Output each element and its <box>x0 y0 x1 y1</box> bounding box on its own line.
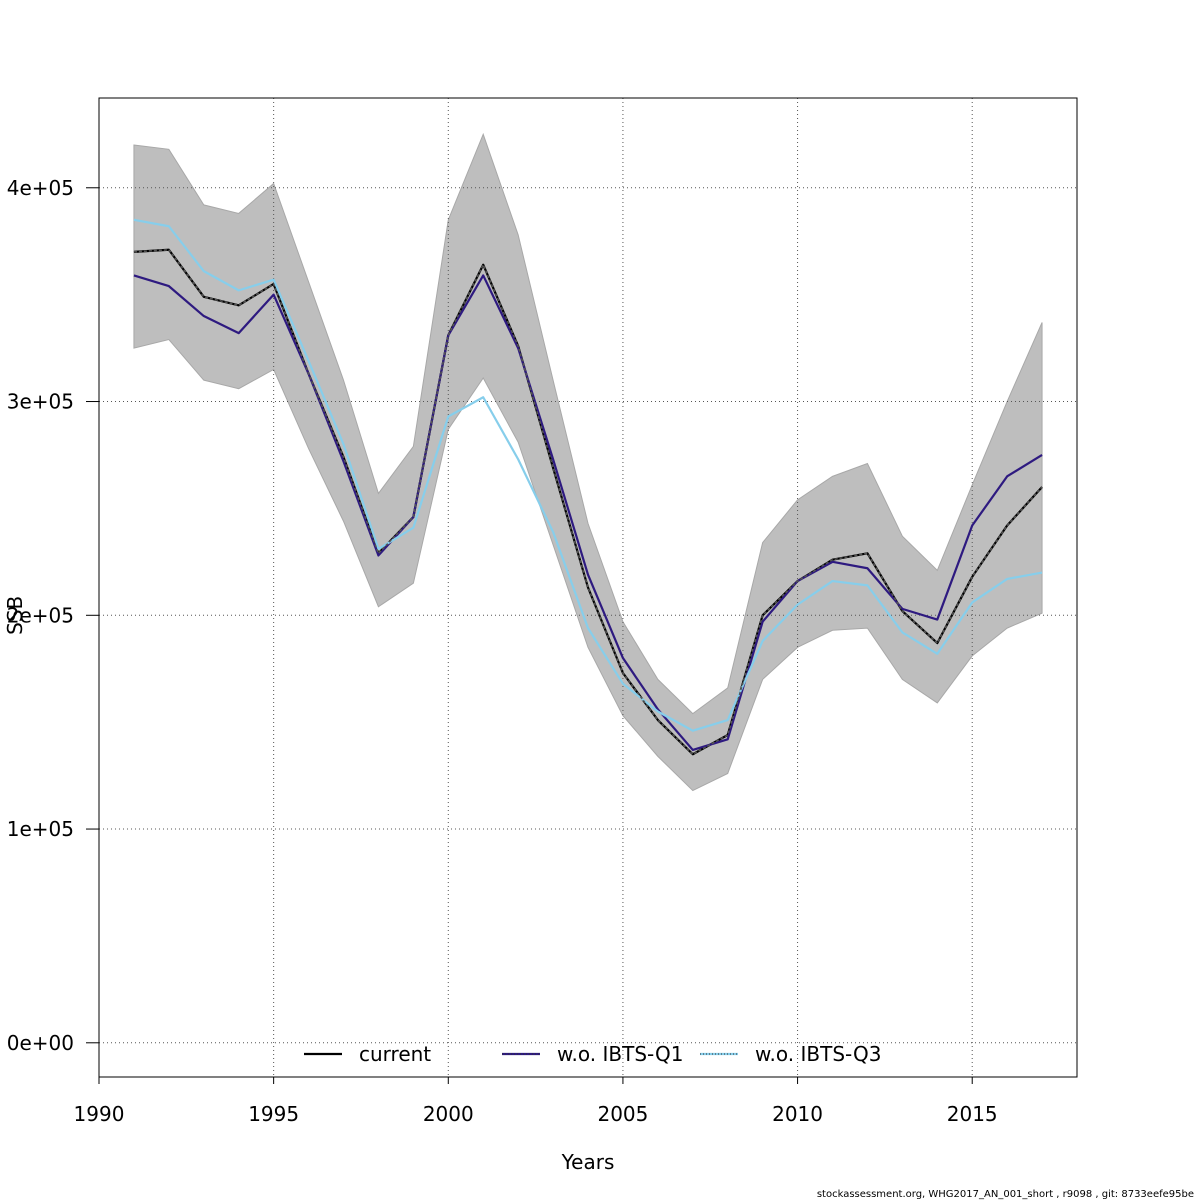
legend: current w.o. IBTS-Q1 w.o. IBTS-Q3 <box>304 1042 881 1066</box>
x-tick-label: 2000 <box>423 1102 474 1126</box>
series-line-current-dashes <box>133 248 1043 756</box>
x-axis-title: Years <box>561 1150 615 1174</box>
legend-label-1: w.o. IBTS-Q1 <box>557 1042 683 1066</box>
x-tick-label: 2015 <box>947 1102 998 1126</box>
x-tick-label: 2005 <box>597 1102 648 1126</box>
series-line-2 <box>133 218 1043 732</box>
x-tick-label: 1990 <box>74 1102 125 1126</box>
x-tick-label: 2010 <box>772 1102 823 1126</box>
y-tick-label: 0e+00 <box>7 1031 74 1055</box>
y-axis-title: SSB <box>3 596 27 635</box>
y-tick-label: 2e+05 <box>7 603 74 627</box>
footer-note: stockassessment.org, WHG2017_AN_001_shor… <box>816 1189 1194 1200</box>
series-layer <box>133 218 1043 756</box>
series-line-1 <box>133 274 1043 752</box>
confidence-band <box>133 132 1043 792</box>
y-tick-label: 4e+05 <box>7 176 74 200</box>
x-tick-label: 1995 <box>248 1102 299 1126</box>
legend-label-2: w.o. IBTS-Q3 <box>755 1042 881 1066</box>
legend-label-0: current <box>359 1042 431 1066</box>
x-axis: 1990 1995 2000 2005 2010 2015 <box>74 1077 998 1126</box>
confidence-band-layer <box>133 132 1043 792</box>
y-tick-label: 3e+05 <box>7 390 74 414</box>
y-axis: 0e+00 1e+05 2e+05 3e+05 4e+05 <box>7 176 99 1055</box>
y-tick-label: 1e+05 <box>7 817 74 841</box>
grid-layer <box>99 98 1077 1077</box>
plot-frame <box>98 97 1078 1078</box>
